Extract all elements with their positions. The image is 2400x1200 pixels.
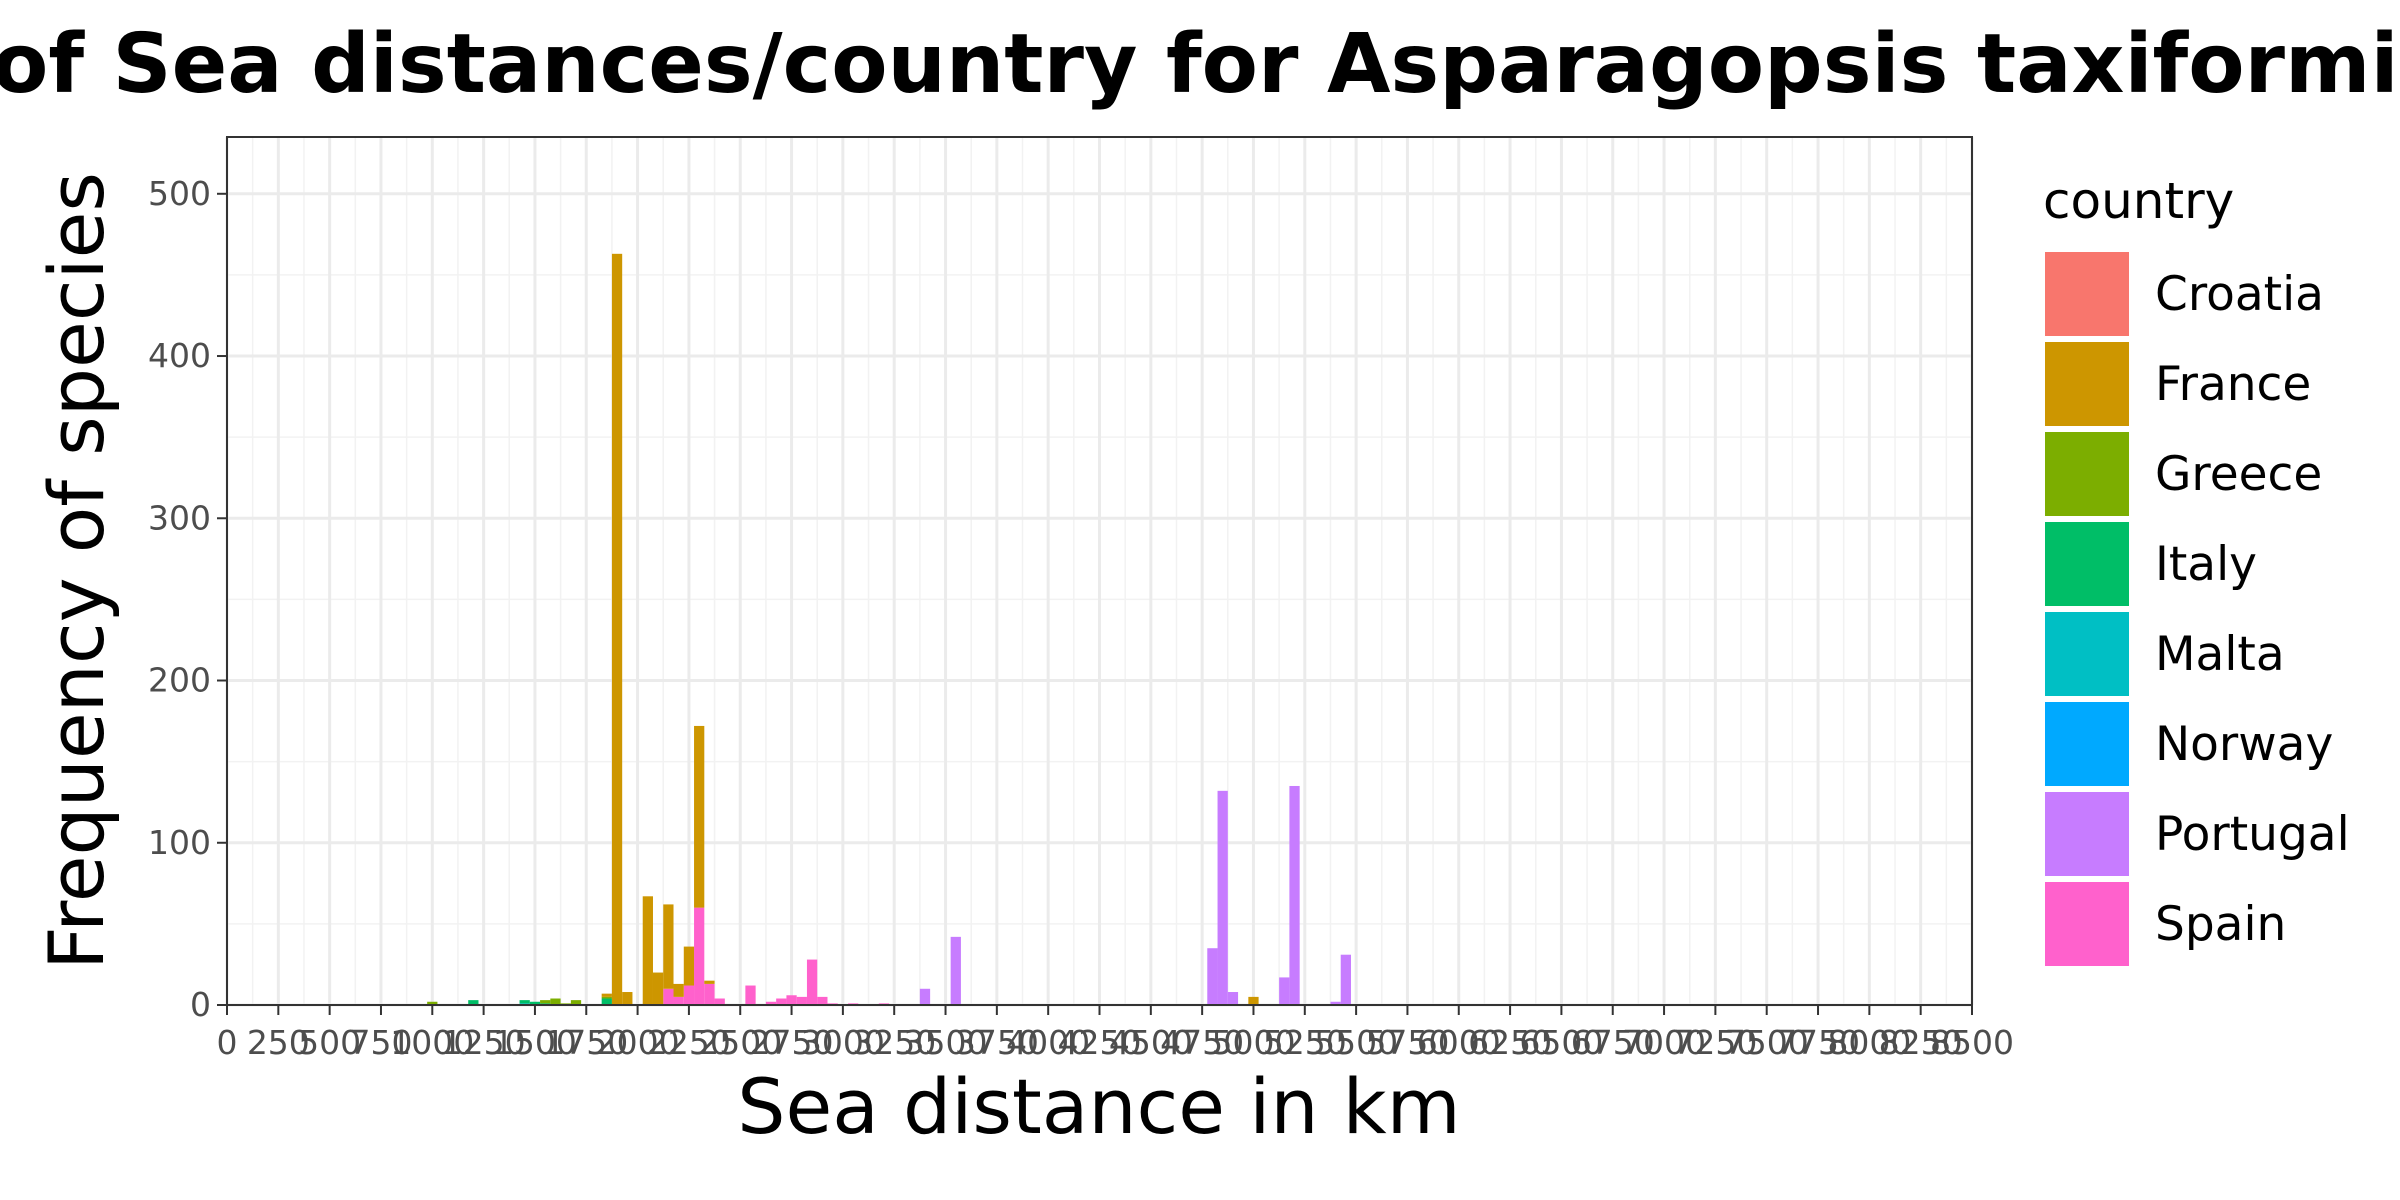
bar-greece-1550 [540, 1000, 550, 1003]
legend-label-portugal: Portugal [2155, 807, 2350, 862]
bar-portugal-4850 [1218, 791, 1228, 1005]
y-axis: 0 100 200 300 400 500 [148, 174, 227, 1024]
legend-key-italy [2045, 522, 2129, 606]
bar-france-2050 [643, 896, 653, 1005]
y-axis-title: Frequency of species [32, 172, 121, 970]
legend-title: country [2043, 172, 2234, 230]
legend-label-italy: Italy [2155, 537, 2257, 592]
bar-portugal-5200 [1289, 786, 1299, 1005]
y-tick-label: 500 [148, 174, 211, 213]
legend-key-greece [2045, 432, 2129, 516]
bar-spain-2750 [786, 995, 796, 1005]
y-tick-label: 300 [148, 498, 211, 537]
y-tick-label: 0 [190, 985, 211, 1024]
bar-france-2250 [684, 947, 694, 986]
bar-spain-2250 [684, 986, 694, 1005]
bar-spain-2150 [663, 989, 673, 1005]
legend-key-france [2045, 342, 2129, 426]
bar-spain-2850 [807, 960, 817, 1005]
legend-key-croatia [2045, 252, 2129, 336]
legend-label-malta: Malta [2155, 627, 2285, 682]
y-tick-label: 400 [148, 336, 211, 375]
bar-greece-1850 [602, 997, 612, 999]
bar-portugal-4800 [1207, 948, 1217, 1005]
legend-items: Croatia France Greece Italy Malta Norway Portu… [2045, 252, 2350, 966]
bar-portugal-4900 [1228, 992, 1238, 1005]
bar-france-2300 [694, 726, 704, 908]
legend-label-norway: Norway [2155, 717, 2333, 772]
x-tick-label: 0 [217, 1023, 238, 1062]
y-tick-label: 200 [148, 661, 211, 700]
bar-spain-2300 [694, 908, 704, 1005]
legend-key-norway [2045, 702, 2129, 786]
bar-france-2100 [653, 973, 663, 1005]
bar-france-2200 [674, 984, 684, 997]
chart-title: of Sea distances/country for Asparagopsi… [0, 17, 2400, 112]
bar-spain-2800 [797, 997, 807, 1005]
bar-spain-2550 [745, 986, 755, 1005]
legend-key-spain [2045, 882, 2129, 966]
x-axis: 0 250500750100012501500175020002250250027… [217, 1005, 2014, 1062]
bar-portugal-3550 [951, 937, 961, 1005]
bar-france-1900 [612, 254, 622, 1005]
bar-france-5000 [1248, 997, 1258, 1005]
bar-portugal-3400 [920, 989, 930, 1005]
bar-france-2350 [704, 981, 714, 984]
legend-label-croatia: Croatia [2155, 267, 2324, 322]
y-tick-label: 100 [148, 823, 211, 862]
bar-spain-2900 [817, 997, 827, 1005]
legend-key-portugal [2045, 792, 2129, 876]
bar-portugal-5450 [1341, 955, 1351, 1005]
bar-italy-1450 [520, 1000, 530, 1003]
bar-portugal-5150 [1279, 977, 1289, 1005]
bar-france-2150 [663, 904, 673, 988]
legend-key-malta [2045, 612, 2129, 696]
bar-france-1950 [622, 992, 632, 1005]
x-tick-label: 8500 [1930, 1023, 2014, 1062]
legend-label-spain: Spain [2155, 897, 2286, 952]
bar-france-1850 [602, 994, 612, 997]
bar-spain-2200 [674, 997, 684, 1005]
bar-spain-2350 [704, 984, 714, 1005]
x-axis-title: Sea distance in km [737, 1062, 1460, 1151]
legend-label-france: France [2155, 357, 2311, 412]
legend-label-greece: Greece [2155, 447, 2322, 502]
legend: country Croatia France Greece Italy Malta Nor… [2043, 172, 2350, 966]
